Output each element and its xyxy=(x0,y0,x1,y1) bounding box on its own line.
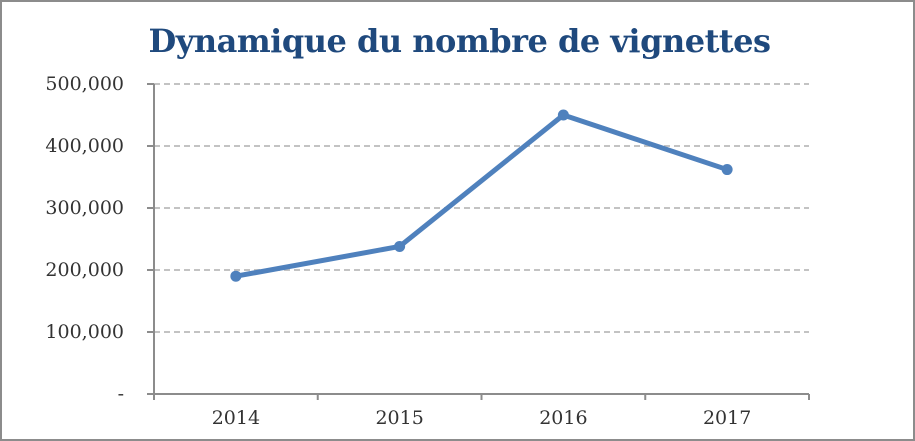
data-point-marker xyxy=(721,164,733,176)
y-axis-label: - xyxy=(117,383,124,405)
y-axis-label: 200,000 xyxy=(45,259,124,281)
y-axis-label: 100,000 xyxy=(45,321,124,343)
data-line-series xyxy=(233,112,730,279)
y-axis-label: 500,000 xyxy=(45,73,124,95)
x-axis-label: 2017 xyxy=(702,407,752,429)
y-axis-label: 400,000 xyxy=(45,135,124,157)
data-point-marker xyxy=(394,240,406,252)
x-axis-label: 2014 xyxy=(211,407,261,429)
x-axis-label: 2015 xyxy=(375,407,424,429)
chart-title: Dynamique du nombre de vignettes xyxy=(148,22,771,60)
y-axis-label: 300,000 xyxy=(45,197,124,219)
x-axis-label: 2016 xyxy=(539,407,588,429)
data-point-marker xyxy=(557,109,569,121)
data-point-marker xyxy=(230,270,242,282)
